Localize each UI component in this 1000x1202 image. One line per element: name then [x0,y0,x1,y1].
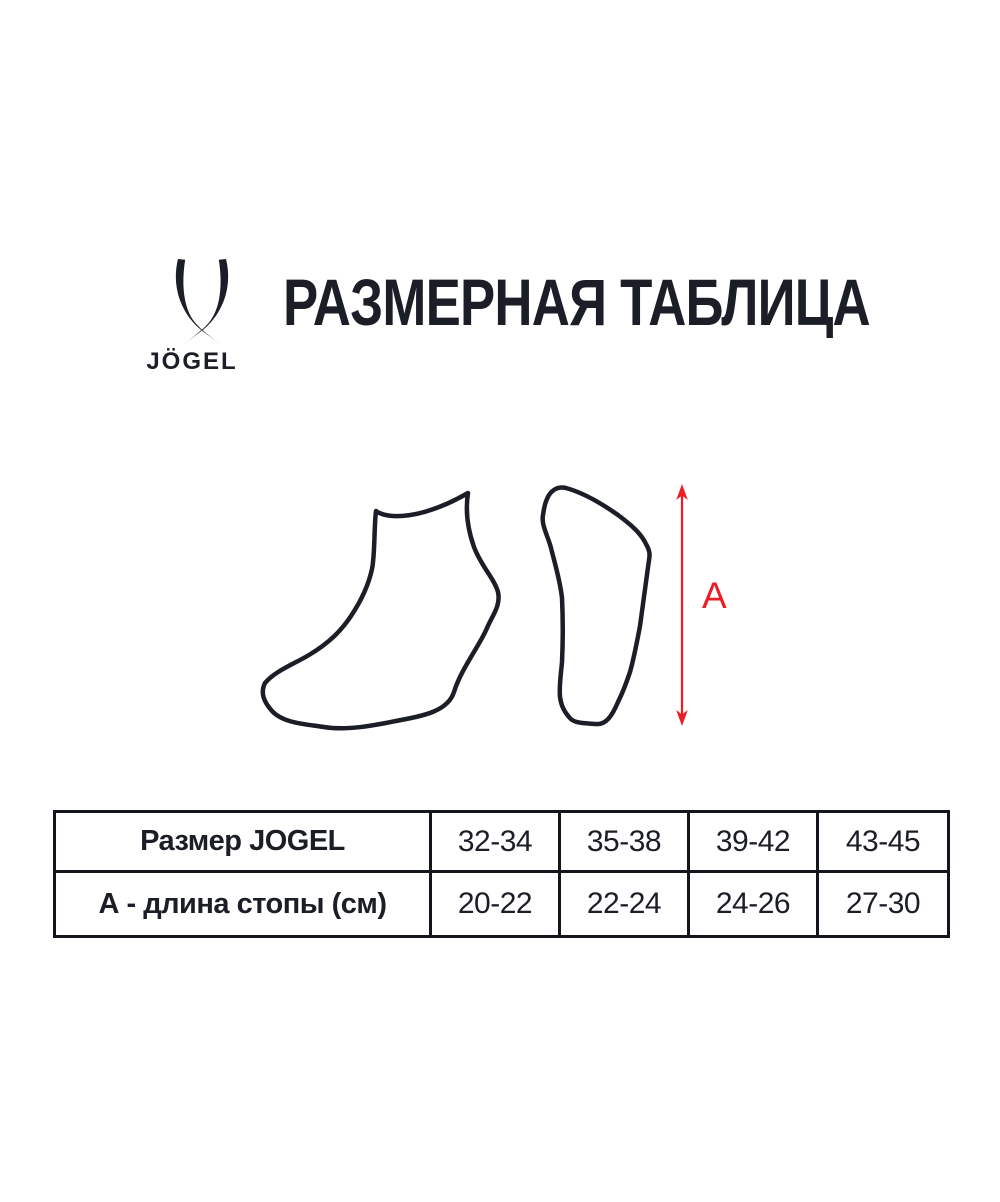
size-value-cell: 27-30 [816,870,950,938]
ankle-sock-outline-illustration [260,490,501,731]
jogel-wordmark: JÖGEL [146,348,238,375]
row-label-cell: А - длина стопы (см) [53,870,432,938]
size-value-cell: 39-42 [687,810,819,873]
size-value-cell: 43-45 [816,810,950,873]
table-row-foot-length: А - длина стопы (см) 20-22 22-24 24-26 2… [53,870,950,938]
jogel-logo-icon [175,259,229,345]
row-label-cell: Размер JOGEL [53,810,432,873]
page-title: РАЗМЕРНАЯ ТАБЛИЦА [283,265,871,339]
size-table: Размер JOGEL 32-34 35-38 39-42 43-45 А -… [53,810,950,938]
size-value-cell: 22-24 [558,870,690,938]
foot-sole-outline-illustration [540,485,652,727]
measurement-label: А [702,575,727,616]
size-value-cell: 35-38 [558,810,690,873]
size-value-cell: 20-22 [429,870,561,938]
size-value-cell: 32-34 [429,810,561,873]
table-row-size: Размер JOGEL 32-34 35-38 39-42 43-45 [53,810,950,873]
measurement-arrow-icon [676,484,688,726]
size-value-cell: 24-26 [687,870,819,938]
